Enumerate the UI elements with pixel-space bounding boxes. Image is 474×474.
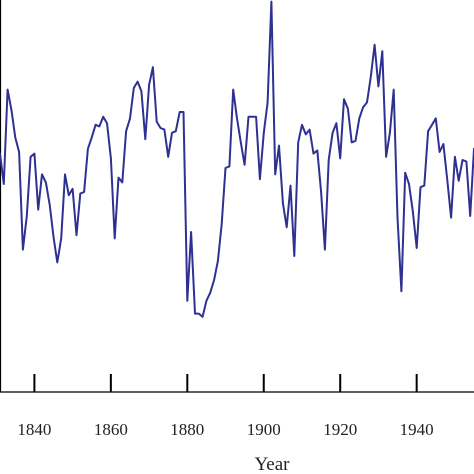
x-tick-label: 1900 — [247, 420, 281, 439]
x-axis-ticks — [33, 374, 418, 392]
x-tick-label: 1860 — [94, 420, 128, 439]
x-tick-label: 1920 — [323, 420, 357, 439]
series-line — [0, 0, 474, 318]
x-axis-title: Year — [254, 454, 290, 474]
x-tick-label: 1880 — [170, 420, 204, 439]
plot-frame — [0, 0, 474, 393]
x-tick-label: 1840 — [17, 420, 51, 439]
x-axis-tick-labels: 1840 1860 1880 1900 1920 1940 — [17, 420, 433, 439]
x-tick-label: 1940 — [400, 420, 434, 439]
